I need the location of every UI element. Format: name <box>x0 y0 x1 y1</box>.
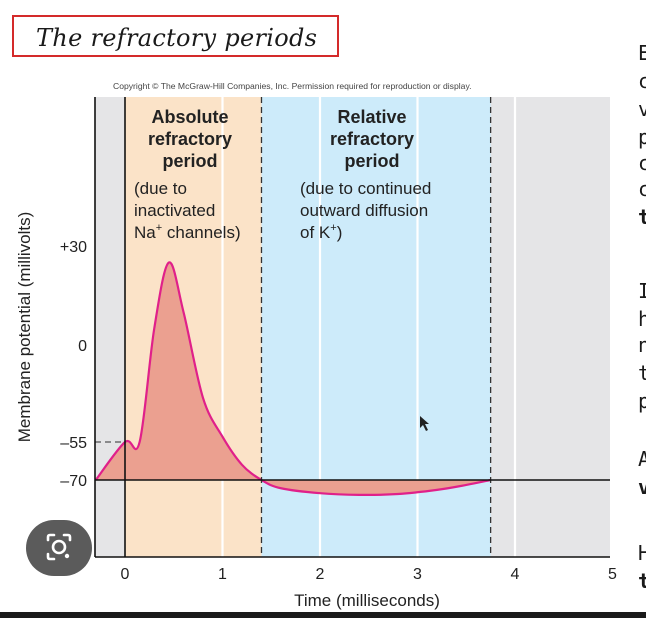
curve-fill <box>95 262 491 495</box>
y-axis-label: Membrane potential (millivolts) <box>15 212 34 443</box>
absolute-heading: Absolute <box>151 107 228 127</box>
side-text-fragment: c <box>638 69 646 93</box>
x-tick-label: 4 <box>511 566 520 583</box>
camera-lens-icon <box>46 533 72 561</box>
absolute-note: Na+ channels) <box>134 222 241 242</box>
title-box: The refractory periods <box>12 15 339 57</box>
side-text-fragment: E <box>638 41 646 65</box>
copyright-notice: Copyright © The McGraw-Hill Companies, I… <box>113 81 472 91</box>
y-tick-label: +30 <box>60 239 87 256</box>
x-axis-label: Time (milliseconds) <box>294 591 440 610</box>
relative-note: of K+) <box>300 222 342 242</box>
y-tick-label: –70 <box>60 473 87 490</box>
y-tick-label: –55 <box>60 435 87 452</box>
x-tick-label: 2 <box>316 566 325 583</box>
side-text-fragment: c <box>638 177 646 201</box>
cursor-icon <box>420 416 429 431</box>
side-text-fragment: n <box>638 333 646 357</box>
relative-note: (due to continued <box>300 179 431 198</box>
side-text-fragment: p <box>638 125 646 149</box>
side-text-fragment: t <box>638 205 646 229</box>
lens-button[interactable] <box>26 520 92 576</box>
side-text-fragment: H <box>638 541 646 565</box>
x-tick-label: 5 <box>608 566 617 583</box>
side-text-fragment: v <box>638 475 646 499</box>
region-text: AbsoluterefractoryperiodRelativerefracto… <box>134 107 431 242</box>
side-text-fragment: I <box>638 279 646 303</box>
side-text-fragment: c <box>638 151 646 175</box>
relative-heading: Relative <box>337 107 406 127</box>
x-tick-label: 1 <box>218 566 227 583</box>
tick-labels: +30 0 –55 –70 0 1 2 3 4 5 Time (milliseconds) Membr… <box>15 212 617 610</box>
relative-heading: refractory <box>330 129 414 149</box>
absolute-heading: refractory <box>148 129 232 149</box>
bottom-bar <box>0 612 646 618</box>
y-tick-label: 0 <box>78 338 87 355</box>
side-text-fragment: t <box>638 361 646 385</box>
absolute-heading: period <box>162 151 217 171</box>
curve-layer <box>94 261 491 496</box>
side-text-fragment: h <box>638 307 646 331</box>
relative-note: outward diffusion <box>300 201 428 220</box>
side-text-fragment: A <box>638 447 646 471</box>
page-title: The refractory periods <box>36 24 318 52</box>
side-text-fragment: v <box>638 97 646 121</box>
relative-heading: period <box>344 151 399 171</box>
x-tick-label: 0 <box>121 566 130 583</box>
absolute-note: (due to <box>134 179 187 198</box>
absolute-note: inactivated <box>134 201 215 220</box>
side-text-fragment: p <box>638 389 646 413</box>
action-potential-curve <box>94 261 491 496</box>
side-text-fragment: t <box>638 569 646 593</box>
x-tick-label: 3 <box>413 566 422 583</box>
axes <box>94 97 610 558</box>
